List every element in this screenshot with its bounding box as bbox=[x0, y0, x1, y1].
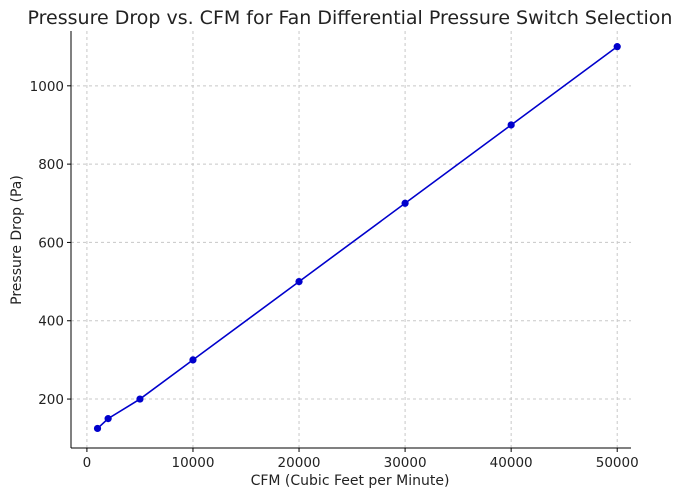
x-axis-label: CFM (Cubic Feet per Minute) bbox=[251, 473, 450, 489]
data-point bbox=[295, 277, 303, 286]
series-line bbox=[96, 46, 618, 430]
data-point bbox=[613, 43, 621, 51]
grid bbox=[71, 31, 631, 448]
data-point bbox=[93, 424, 102, 433]
chart-title: Pressure Drop vs. CFM for Fan Differenti… bbox=[28, 7, 673, 29]
data-point bbox=[189, 356, 197, 364]
x-tick-label: 10000 bbox=[171, 455, 214, 471]
data-point bbox=[401, 199, 409, 207]
x-tick-label: 0 bbox=[83, 455, 92, 471]
x-axis-ticks: 0 10000 20000 30000 40000 50000 bbox=[83, 448, 639, 471]
series-layer bbox=[93, 43, 621, 433]
y-tick-label: 200 bbox=[38, 392, 64, 408]
axes-spines bbox=[70, 31, 631, 449]
data-point bbox=[507, 121, 515, 129]
y-tick-label: 800 bbox=[38, 157, 64, 173]
y-tick-label: 600 bbox=[38, 235, 64, 251]
data-point bbox=[136, 395, 144, 403]
y-axis-label: Pressure Drop (Pa) bbox=[9, 175, 25, 305]
x-tick-label: 50000 bbox=[596, 455, 639, 471]
x-tick-label: 40000 bbox=[490, 455, 533, 471]
y-tick-label: 1000 bbox=[30, 79, 64, 95]
data-point bbox=[104, 415, 112, 423]
y-axis-ticks: 200 400 600 800 1000 bbox=[30, 79, 71, 408]
x-tick-label: 20000 bbox=[278, 455, 321, 471]
x-tick-label: 30000 bbox=[384, 455, 427, 471]
y-tick-label: 400 bbox=[38, 314, 64, 330]
